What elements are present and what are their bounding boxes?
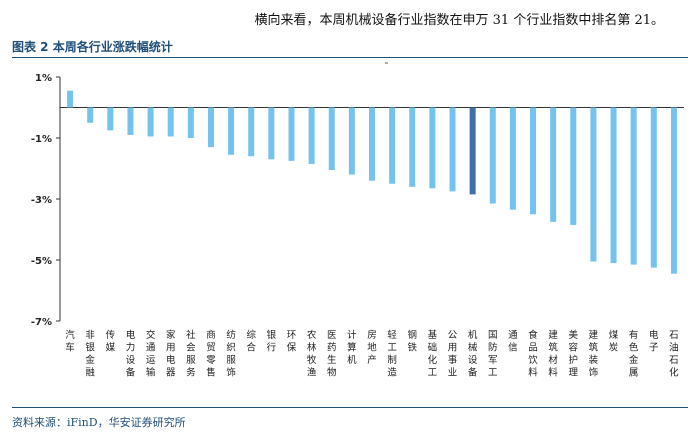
source-rule	[12, 407, 688, 408]
bar-5	[167, 107, 174, 137]
bar-1	[87, 107, 94, 123]
figure-title: 图表 2 本周各行业涨跌幅统计	[12, 40, 173, 54]
x-tick-label: 房地产	[367, 329, 377, 366]
chart-bars	[67, 90, 677, 274]
bar-30	[670, 107, 677, 274]
bar-12	[308, 107, 315, 164]
bar-16	[389, 107, 396, 184]
bar-9	[248, 107, 255, 157]
x-tick-label: 基础化工	[428, 329, 438, 379]
bar-21	[489, 107, 496, 204]
bar-18	[429, 107, 436, 189]
x-tick-label: 食品饮料	[528, 329, 538, 379]
bar-27	[610, 107, 617, 264]
x-tick-label: 轻工制造	[387, 329, 397, 379]
x-tick-label: 建筑材料	[548, 329, 558, 379]
bar-26	[590, 107, 597, 262]
bar-28	[630, 107, 637, 265]
title-rule	[12, 57, 688, 58]
x-tick-label: 电力设备	[126, 329, 136, 379]
x-tick-label: 计算机	[347, 329, 357, 366]
x-tick-label: 社会服务	[186, 329, 196, 379]
bar-17	[409, 107, 416, 187]
bar-15	[369, 107, 375, 181]
bar-24	[550, 107, 557, 222]
x-tick-label: 综合	[246, 329, 256, 354]
bar-19	[449, 107, 456, 192]
intro-text: 横向来看，本周机械设备行业指数在申万 31 个行业指数中排名第 21。	[254, 13, 664, 28]
x-tick-label: 商贸零售	[206, 329, 216, 379]
bar-11	[288, 107, 295, 161]
bar-13	[328, 107, 335, 171]
bar-20	[469, 107, 476, 195]
x-tick-label: 环保	[287, 330, 297, 354]
bar-29	[650, 107, 657, 268]
y-tick-label: -3%	[31, 195, 52, 206]
x-tick-label: 纺织服饰	[226, 329, 236, 379]
x-tick-label: 银行	[267, 329, 277, 354]
x-tick-label: 钢铁	[408, 329, 418, 354]
bar-7	[207, 107, 214, 148]
y-tick-label: -7%	[31, 317, 52, 328]
x-tick-label: 美容护理	[569, 329, 579, 379]
x-tick-label: 有色金属	[629, 329, 639, 379]
source-note: 资料来源：iFinD，华安证券研究所	[12, 416, 186, 429]
x-tick-label: 煤炭	[609, 329, 619, 354]
x-tick-label: 农林牧渔	[307, 329, 317, 379]
bar-10	[268, 107, 275, 160]
bar-0	[67, 90, 74, 108]
x-tick-label: 家用电器	[166, 329, 176, 379]
x-tick-label: 机械设备	[468, 329, 478, 379]
bar-23	[530, 107, 537, 215]
x-tick-label: 石油石化	[669, 330, 679, 379]
bar-3	[127, 107, 134, 135]
bar-22	[509, 107, 516, 210]
bar-25	[570, 107, 577, 225]
x-tick-label: 公用事业	[448, 330, 458, 379]
bar-14	[348, 107, 355, 175]
x-tick-label: 传媒	[106, 329, 116, 354]
bar-4	[147, 107, 154, 137]
x-tick-label: 交通运输	[146, 329, 156, 379]
x-tick-label: 汽车	[65, 329, 75, 354]
y-tick-label: -1%	[31, 134, 52, 145]
y-tick-label: -5%	[31, 256, 52, 267]
bar-2	[107, 107, 114, 131]
chart-axes: 1% -1% -3% -5% -7%	[31, 62, 684, 328]
x-tick-label: 国防军工	[488, 330, 498, 379]
bar-8	[228, 107, 235, 155]
x-tick-label: 医药生物	[327, 330, 337, 379]
y-tick-label: 1%	[35, 73, 52, 84]
x-tick-label: 建筑装饰	[589, 329, 599, 379]
x-tick-label: 通信	[508, 330, 518, 354]
bar-6	[187, 107, 194, 138]
x-tick-label: 电子	[649, 329, 659, 354]
x-tick-label: 非银金融	[85, 329, 95, 379]
